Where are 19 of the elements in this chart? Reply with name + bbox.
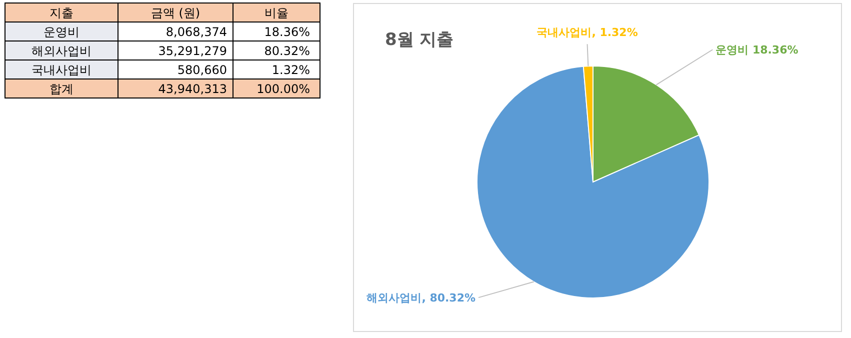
slice-label: 해외사업비, 80.32% — [366, 292, 476, 305]
category-label: 운영비 — [44, 25, 80, 39]
data-label: 43,940,313 — [158, 82, 227, 96]
category-label: 해외사업비 — [32, 44, 92, 58]
category-label: 합계 — [50, 82, 74, 96]
slice-label: 운영비 18.36% — [716, 44, 798, 57]
category-label: 국내사업비 — [32, 63, 92, 77]
chart-title: 8월 지출 — [385, 30, 454, 50]
data-label: 35,291,279 — [158, 44, 227, 58]
data-label: 580,660 — [177, 63, 227, 77]
data-label: 100.00% — [256, 82, 310, 96]
data-label: 8,068,374 — [166, 25, 227, 39]
data-label: 18.36% — [264, 25, 310, 39]
series-label: 비율 — [264, 6, 288, 20]
slice-label: 국내사업비, 1.32% — [536, 26, 638, 40]
data-label: 1.32% — [272, 63, 310, 77]
text: 금액 (원) — [150, 6, 200, 20]
data-label: 80.32% — [264, 44, 310, 58]
text: 지출 — [50, 6, 74, 20]
